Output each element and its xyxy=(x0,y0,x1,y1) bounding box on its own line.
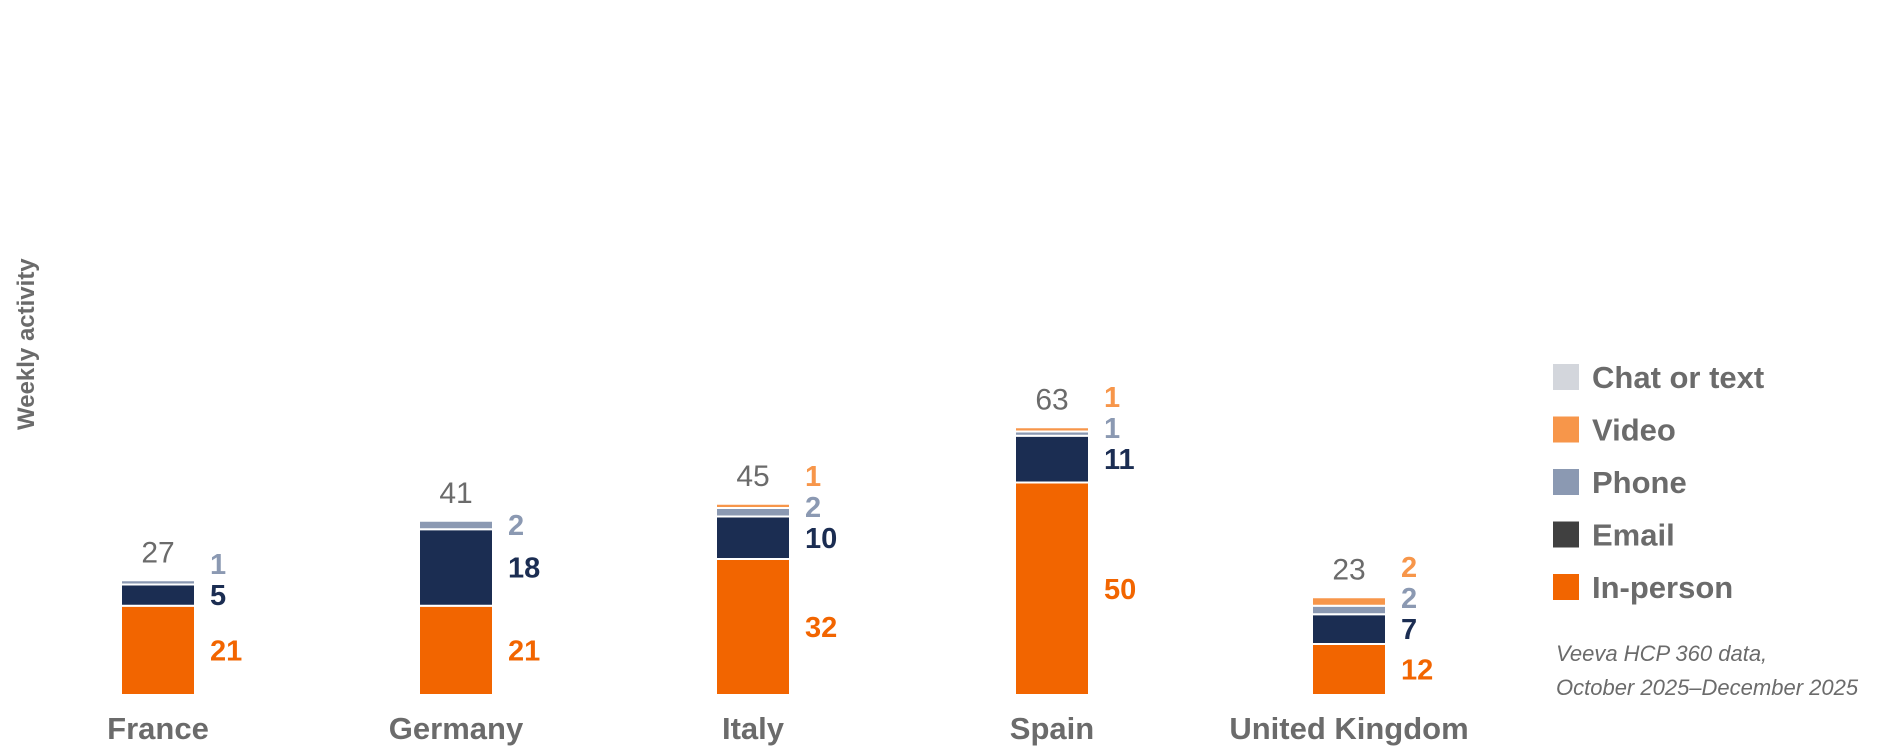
y-axis-label: Weekly activity xyxy=(13,258,40,430)
legend-swatch xyxy=(1553,469,1579,495)
value-label-phone: 1 xyxy=(1104,413,1120,445)
bars-layer xyxy=(120,426,1387,696)
source-note: Veeva HCP 360 data, October 2025–Decembe… xyxy=(1556,637,1876,705)
bar-phone-united-kingdom xyxy=(1311,604,1387,616)
bar-email-france xyxy=(120,583,196,607)
bar-video-spain xyxy=(1014,426,1090,433)
value-label-in-person: 21 xyxy=(508,635,540,667)
bar-in-person-spain xyxy=(1014,481,1090,696)
value-label-in-person: 50 xyxy=(1104,574,1136,606)
value-label-email: 10 xyxy=(805,523,837,555)
bar-in-person-united-kingdom xyxy=(1311,643,1387,696)
value-label-phone: 2 xyxy=(805,492,821,524)
value-label-phone: 1 xyxy=(210,549,226,581)
category-label: Germany xyxy=(389,711,524,746)
legend-swatch xyxy=(1553,521,1579,548)
legend-label: Email xyxy=(1592,518,1675,553)
value-label-video: 1 xyxy=(1104,382,1120,414)
legend-label: Video xyxy=(1592,413,1676,448)
value-label-email: 11 xyxy=(1104,444,1135,476)
legend-label: Phone xyxy=(1592,465,1687,500)
value-label-phone: 2 xyxy=(1401,583,1417,615)
value-label-video: 1 xyxy=(805,461,821,493)
bar-in-person-france xyxy=(120,604,196,696)
bar-in-person-italy xyxy=(715,558,791,696)
bar-email-germany xyxy=(418,528,494,607)
category-label: Spain xyxy=(1010,711,1094,746)
legend-swatch xyxy=(1553,416,1579,443)
category-label: United Kingdom xyxy=(1229,711,1468,746)
total-label: 41 xyxy=(439,477,472,510)
bar-in-person-germany xyxy=(418,604,494,696)
total-label: 63 xyxy=(1035,383,1068,416)
value-label-email: 7 xyxy=(1401,614,1417,646)
legend-label: Chat or text xyxy=(1592,360,1764,395)
bar-phone-france xyxy=(120,579,196,586)
legend: Chat or text Video Phone Email In-person xyxy=(1553,360,1764,605)
value-label-video: 2 xyxy=(1401,552,1417,584)
legend-swatch xyxy=(1553,364,1579,390)
value-label-in-person: 12 xyxy=(1401,655,1433,687)
value-label-phone: 2 xyxy=(508,510,524,542)
value-label-email: 5 xyxy=(210,580,226,612)
bar-email-spain xyxy=(1014,434,1090,484)
category-label: France xyxy=(107,711,209,746)
bar-video-united-kingdom xyxy=(1311,596,1387,607)
value-label-in-person: 21 xyxy=(210,635,242,667)
value-label-in-person: 32 xyxy=(805,612,837,644)
bar-video-italy xyxy=(715,502,791,509)
source-line-1: Veeva HCP 360 data, xyxy=(1556,641,1768,666)
total-label: 45 xyxy=(736,460,769,493)
bar-phone-germany xyxy=(418,519,494,531)
bar-email-united-kingdom xyxy=(1311,613,1387,645)
bar-phone-italy xyxy=(715,507,791,518)
total-label: 27 xyxy=(141,536,174,569)
labels-layer: 215127France2118241Germany32102145Italy5… xyxy=(107,382,1469,746)
value-label-email: 18 xyxy=(508,553,540,585)
legend-label: In-person xyxy=(1592,570,1733,605)
category-label: Italy xyxy=(722,711,785,746)
bar-email-italy xyxy=(715,515,791,560)
total-label: 23 xyxy=(1332,553,1365,586)
source-line-2: October 2025–December 2025 xyxy=(1556,675,1859,700)
legend-swatch xyxy=(1553,574,1579,600)
